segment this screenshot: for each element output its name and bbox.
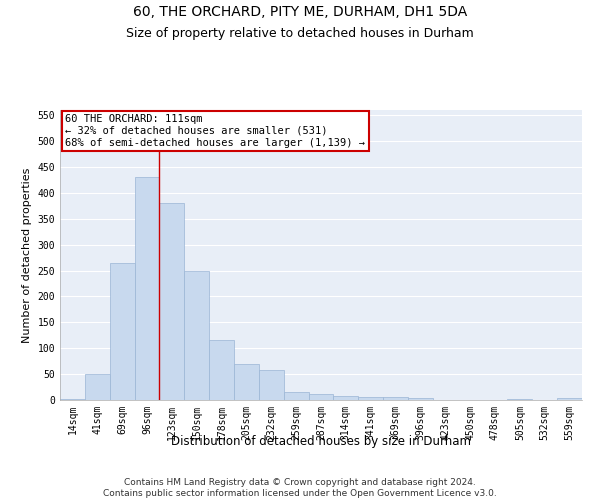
Bar [160, 203, 184, 400]
Bar [85, 374, 110, 400]
Bar [134, 178, 160, 400]
Bar [284, 392, 308, 400]
Bar [383, 398, 408, 400]
Bar [184, 270, 209, 400]
Text: Distribution of detached houses by size in Durham: Distribution of detached houses by size … [171, 435, 471, 448]
Bar [358, 397, 383, 400]
Bar [308, 394, 334, 400]
Bar [234, 364, 259, 400]
Text: Contains HM Land Registry data © Crown copyright and database right 2024.
Contai: Contains HM Land Registry data © Crown c… [103, 478, 497, 498]
Text: 60, THE ORCHARD, PITY ME, DURHAM, DH1 5DA: 60, THE ORCHARD, PITY ME, DURHAM, DH1 5D… [133, 5, 467, 19]
Bar [408, 398, 433, 400]
Bar [557, 398, 582, 400]
Bar [259, 370, 284, 400]
Bar [110, 263, 134, 400]
Bar [209, 340, 234, 400]
Text: 60 THE ORCHARD: 111sqm
← 32% of detached houses are smaller (531)
68% of semi-de: 60 THE ORCHARD: 111sqm ← 32% of detached… [65, 114, 365, 148]
Bar [334, 396, 358, 400]
Y-axis label: Number of detached properties: Number of detached properties [22, 168, 32, 342]
Bar [60, 399, 85, 400]
Text: Size of property relative to detached houses in Durham: Size of property relative to detached ho… [126, 28, 474, 40]
